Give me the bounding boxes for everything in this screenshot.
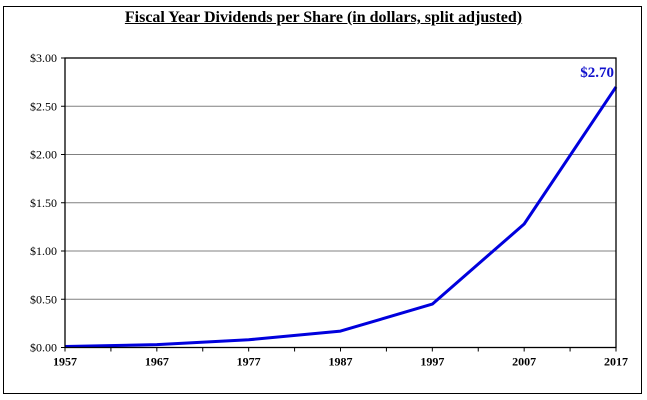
y-tick-label: $1.50 — [30, 196, 57, 210]
y-tick-label: $2.50 — [30, 99, 57, 113]
y-tick-label: $2.00 — [30, 148, 57, 162]
gridlines — [65, 105, 616, 300]
end-value-label: $2.70 — [580, 65, 614, 81]
y-tick-label: $0.00 — [30, 341, 57, 355]
x-tick-label: 1987 — [329, 355, 353, 369]
chart-frame — [3, 6, 642, 394]
x-tick-label: 1977 — [237, 355, 261, 369]
data-series — [64, 86, 618, 349]
annotations: $2.70 — [580, 65, 614, 81]
plot-area-border — [64, 57, 617, 349]
series-line — [64, 86, 618, 349]
y-tick-label: $3.00 — [30, 51, 57, 65]
x-tick-label: 2017 — [604, 355, 628, 369]
x-tick-label: 1967 — [145, 355, 169, 369]
chart-title: Fiscal Year Dividends per Share (in doll… — [124, 9, 523, 26]
x-tick-label: 2007 — [512, 355, 536, 369]
x-tick-label: 1997 — [420, 355, 444, 369]
y-tick-label: $0.50 — [30, 292, 57, 306]
y-tick-label: $1.00 — [30, 244, 57, 258]
x-tick-label: 1957 — [53, 355, 77, 369]
x-axis: 1957 1967 1977 1987 1997 2007 2017 — [53, 347, 628, 369]
y-axis: $0.00 $0.50 $1.00 $1.50 $2.00 $2.50 $3.00 — [30, 51, 65, 355]
plot-border — [64, 57, 617, 349]
